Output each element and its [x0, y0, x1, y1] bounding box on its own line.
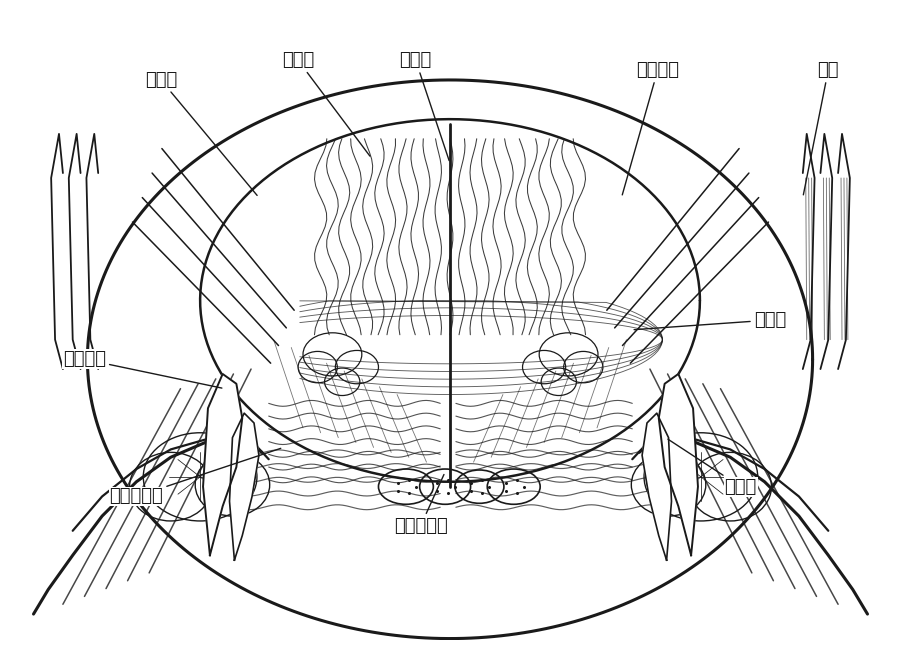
Polygon shape	[642, 413, 671, 560]
Polygon shape	[230, 413, 259, 560]
Text: 上纵肌: 上纵肌	[282, 52, 370, 156]
Text: 颊肌: 颊肌	[804, 61, 839, 195]
Text: 下颌舌骨肌: 下颌舌骨肌	[110, 448, 281, 505]
Text: 舌下腺: 舌下腺	[634, 311, 786, 329]
Polygon shape	[659, 374, 698, 556]
Text: 茎突舌肌: 茎突舌肌	[623, 61, 679, 195]
Text: 颌下腺: 颌下腺	[668, 439, 757, 495]
Polygon shape	[203, 374, 242, 556]
Text: 二腹肌前腹: 二腹肌前腹	[394, 475, 448, 535]
Text: 颜舌骨肌: 颜舌骨肌	[63, 350, 222, 388]
Text: 舌中隔: 舌中隔	[399, 52, 449, 161]
Text: 颜舌肌: 颜舌肌	[145, 71, 257, 196]
